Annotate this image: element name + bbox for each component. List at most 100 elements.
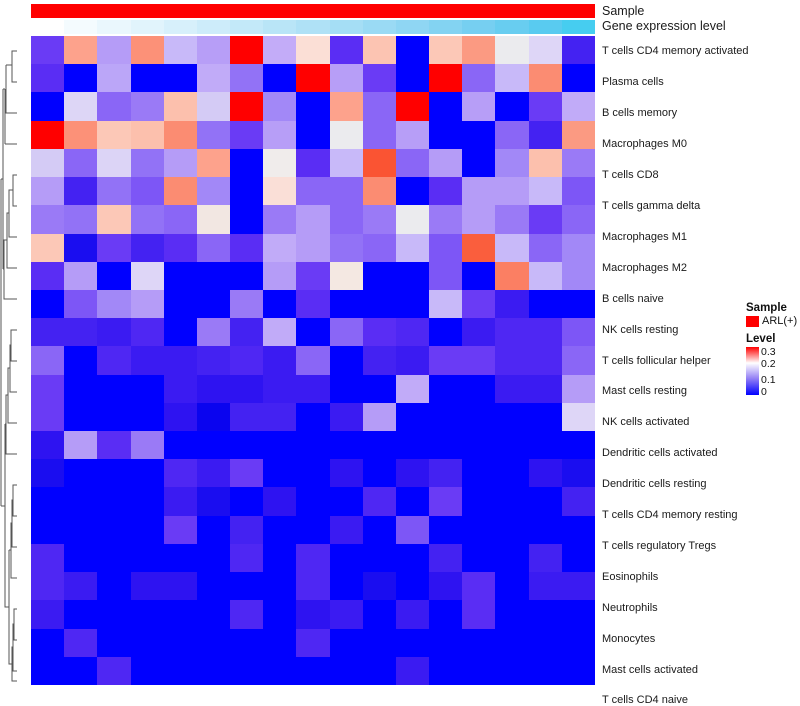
- heatmap-cell: [31, 261, 65, 290]
- heatmap-cell: [163, 459, 197, 488]
- heatmap-row-label: Monocytes: [602, 632, 656, 645]
- heatmap-cell: [97, 402, 131, 432]
- heatmap-cell: [395, 261, 430, 290]
- heatmap-cell: [130, 64, 164, 93]
- heatmap-cell: [263, 261, 297, 290]
- heatmap-cell: [362, 543, 396, 573]
- heatmap-cell: [130, 543, 164, 573]
- heatmap-cell: [395, 120, 430, 149]
- heatmap-row-label: Eosinophils: [602, 570, 659, 583]
- heatmap-cell: [230, 656, 264, 685]
- sample-annotation-cell: [31, 4, 65, 18]
- heatmap-cell: [196, 515, 231, 544]
- heatmap-cell: [296, 543, 330, 573]
- heatmap-cell: [196, 36, 231, 65]
- heatmap-cell: [429, 402, 463, 432]
- heatmap-cell: [97, 64, 131, 93]
- heatmap-cell: [528, 374, 562, 403]
- heatmap-cell: [429, 543, 463, 573]
- heatmap-cell: [561, 36, 595, 65]
- heatmap-cell: [395, 64, 430, 93]
- heatmap-cell: [230, 148, 264, 178]
- gene-expression-annotation-cell: [296, 20, 330, 34]
- heatmap-cell: [130, 459, 164, 488]
- heatmap-cell: [495, 148, 529, 178]
- heatmap-cell: [64, 402, 98, 432]
- heatmap-row-label: Macrophages M0: [602, 138, 687, 151]
- heatmap-cell: [395, 177, 430, 206]
- heatmap-cell: [130, 36, 164, 65]
- heatmap-cell: [64, 148, 98, 178]
- heatmap-cell: [230, 374, 264, 403]
- heatmap-cell: [528, 515, 562, 544]
- heatmap-cell: [362, 289, 396, 319]
- heatmap-cell: [64, 628, 98, 657]
- heatmap-cell: [528, 261, 562, 290]
- heatmap-cell: [362, 36, 396, 65]
- heatmap-cell: [329, 628, 363, 657]
- heatmap-cell: [163, 64, 197, 93]
- heatmap-cell: [130, 515, 164, 544]
- heatmap-cell: [196, 205, 231, 234]
- heatmap-cell: [495, 543, 529, 573]
- heatmap-cell: [31, 628, 65, 657]
- heatmap-cell: [130, 120, 164, 149]
- heatmap-cell: [395, 628, 430, 657]
- heatmap-cell: [329, 120, 363, 149]
- heatmap-cell: [362, 92, 396, 121]
- heatmap-cell: [362, 431, 396, 460]
- heatmap-cell: [395, 487, 430, 516]
- heatmap-cell: [196, 543, 231, 573]
- heatmap-cell: [528, 148, 562, 178]
- gene-expression-annotation-cell: [163, 20, 197, 34]
- heatmap-cell: [528, 459, 562, 488]
- heatmap-cell: [528, 120, 562, 149]
- sample-annotation-cell: [196, 4, 231, 18]
- gene-expression-annotation-label: Gene expression level: [602, 19, 726, 33]
- heatmap-cell: [97, 543, 131, 573]
- heatmap-cell: [329, 431, 363, 460]
- heatmap-cell: [395, 572, 430, 601]
- heatmap-cell: [163, 431, 197, 460]
- heatmap-row-label: T cells follicular helper: [602, 354, 711, 367]
- heatmap-cell: [329, 64, 363, 93]
- heatmap-cell: [64, 431, 98, 460]
- heatmap-cell: [429, 431, 463, 460]
- heatmap-cell: [528, 431, 562, 460]
- heatmap-cell: [130, 318, 164, 347]
- heatmap-cell: [429, 177, 463, 206]
- heatmap-cell: [296, 289, 330, 319]
- heatmap-cell: [395, 656, 430, 685]
- gene-expression-annotation-cell: [362, 20, 396, 34]
- sample-annotation-cell: [528, 4, 562, 18]
- heatmap-cell: [495, 346, 529, 375]
- heatmap-cell: [528, 36, 562, 65]
- heatmap-cell: [561, 261, 595, 290]
- heatmap-cell: [495, 177, 529, 206]
- heatmap-cell: [296, 318, 330, 347]
- heatmap-cell: [163, 289, 197, 319]
- heatmap-cell: [561, 64, 595, 93]
- heatmap-cell: [561, 600, 595, 629]
- heatmap-cell: [561, 289, 595, 319]
- heatmap-cell: [97, 36, 131, 65]
- heatmap-cell: [31, 572, 65, 601]
- heatmap-cell: [31, 402, 65, 432]
- heatmap-cell: [395, 148, 430, 178]
- heatmap-cell: [429, 261, 463, 290]
- heatmap-cell: [263, 543, 297, 573]
- heatmap-cell: [329, 261, 363, 290]
- heatmap-cell: [230, 92, 264, 121]
- heatmap-cell: [130, 487, 164, 516]
- heatmap-cell: [97, 374, 131, 403]
- heatmap-cell: [429, 346, 463, 375]
- heatmap-cell: [263, 346, 297, 375]
- heatmap-cell: [31, 318, 65, 347]
- heatmap-cell: [230, 572, 264, 601]
- heatmap-cell: [263, 289, 297, 319]
- heatmap-cell: [362, 64, 396, 93]
- heatmap-cell: [163, 374, 197, 403]
- heatmap-cell: [495, 431, 529, 460]
- heatmap-cell: [163, 233, 197, 262]
- heatmap-cell: [130, 431, 164, 460]
